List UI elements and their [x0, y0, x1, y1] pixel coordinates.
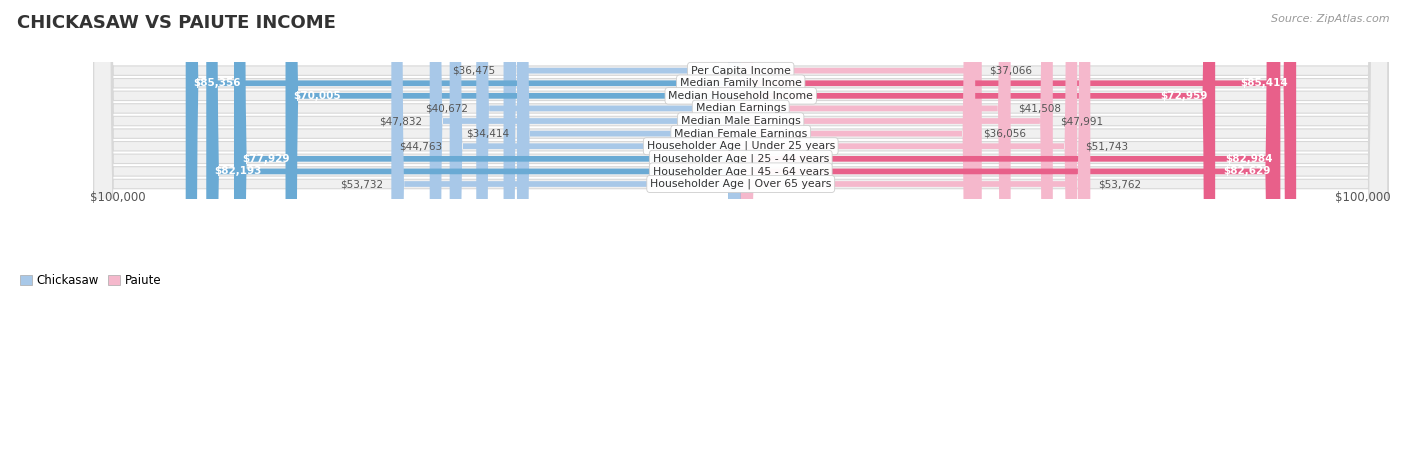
FancyBboxPatch shape — [450, 0, 741, 467]
Text: $85,414: $85,414 — [1240, 78, 1288, 88]
Legend: Chickasaw, Paiute: Chickasaw, Paiute — [15, 269, 166, 292]
FancyBboxPatch shape — [94, 0, 1388, 467]
FancyBboxPatch shape — [233, 0, 741, 467]
FancyBboxPatch shape — [741, 0, 1053, 467]
FancyBboxPatch shape — [741, 0, 976, 467]
FancyBboxPatch shape — [94, 0, 1388, 467]
FancyBboxPatch shape — [94, 0, 1388, 467]
Text: CHICKASAW VS PAIUTE INCOME: CHICKASAW VS PAIUTE INCOME — [17, 14, 336, 32]
Text: Median Household Income: Median Household Income — [668, 91, 813, 101]
Text: Householder Age | Over 65 years: Householder Age | Over 65 years — [650, 179, 831, 189]
Text: $51,743: $51,743 — [1085, 141, 1128, 151]
Text: $72,959: $72,959 — [1160, 91, 1208, 101]
Text: $77,929: $77,929 — [242, 154, 290, 164]
Text: Per Capita Income: Per Capita Income — [690, 66, 790, 76]
FancyBboxPatch shape — [94, 0, 1388, 467]
FancyBboxPatch shape — [741, 0, 1090, 467]
Text: Householder Age | 45 - 64 years: Householder Age | 45 - 64 years — [652, 166, 830, 177]
Text: $40,672: $40,672 — [426, 103, 468, 113]
Text: $47,991: $47,991 — [1060, 116, 1104, 126]
FancyBboxPatch shape — [94, 0, 1388, 467]
Text: $53,732: $53,732 — [340, 179, 384, 189]
Text: $70,005: $70,005 — [294, 91, 340, 101]
FancyBboxPatch shape — [186, 0, 741, 467]
FancyBboxPatch shape — [741, 0, 1296, 467]
FancyBboxPatch shape — [94, 0, 1388, 467]
Text: Median Female Earnings: Median Female Earnings — [673, 128, 807, 139]
Text: Householder Age | Under 25 years: Householder Age | Under 25 years — [647, 141, 835, 151]
Text: $34,414: $34,414 — [465, 128, 509, 139]
Text: Householder Age | 25 - 44 years: Householder Age | 25 - 44 years — [652, 154, 830, 164]
FancyBboxPatch shape — [741, 0, 1011, 467]
Text: $82,984: $82,984 — [1225, 154, 1272, 164]
FancyBboxPatch shape — [741, 0, 1281, 467]
FancyBboxPatch shape — [285, 0, 741, 467]
Text: $53,762: $53,762 — [1098, 179, 1142, 189]
FancyBboxPatch shape — [741, 0, 1215, 467]
Text: $36,056: $36,056 — [983, 128, 1026, 139]
Text: $82,629: $82,629 — [1223, 166, 1270, 177]
Text: $85,356: $85,356 — [194, 78, 240, 88]
Text: $82,193: $82,193 — [214, 166, 262, 177]
Text: $41,508: $41,508 — [1018, 103, 1062, 113]
FancyBboxPatch shape — [741, 0, 1077, 467]
FancyBboxPatch shape — [741, 0, 981, 467]
Text: Median Male Earnings: Median Male Earnings — [681, 116, 800, 126]
FancyBboxPatch shape — [741, 0, 1278, 467]
FancyBboxPatch shape — [94, 0, 1388, 467]
FancyBboxPatch shape — [94, 0, 1388, 467]
Text: $47,832: $47,832 — [378, 116, 422, 126]
FancyBboxPatch shape — [94, 0, 1388, 467]
Text: $100,000: $100,000 — [90, 191, 146, 205]
Text: Source: ZipAtlas.com: Source: ZipAtlas.com — [1271, 14, 1389, 24]
Text: $37,066: $37,066 — [990, 66, 1032, 76]
Text: Median Earnings: Median Earnings — [696, 103, 786, 113]
FancyBboxPatch shape — [391, 0, 741, 467]
FancyBboxPatch shape — [94, 0, 1388, 467]
FancyBboxPatch shape — [517, 0, 741, 467]
Text: $100,000: $100,000 — [1336, 191, 1391, 205]
Text: $44,763: $44,763 — [399, 141, 441, 151]
FancyBboxPatch shape — [503, 0, 741, 467]
FancyBboxPatch shape — [477, 0, 741, 467]
Text: Median Family Income: Median Family Income — [679, 78, 801, 88]
FancyBboxPatch shape — [207, 0, 741, 467]
Text: $36,475: $36,475 — [453, 66, 496, 76]
FancyBboxPatch shape — [430, 0, 741, 467]
